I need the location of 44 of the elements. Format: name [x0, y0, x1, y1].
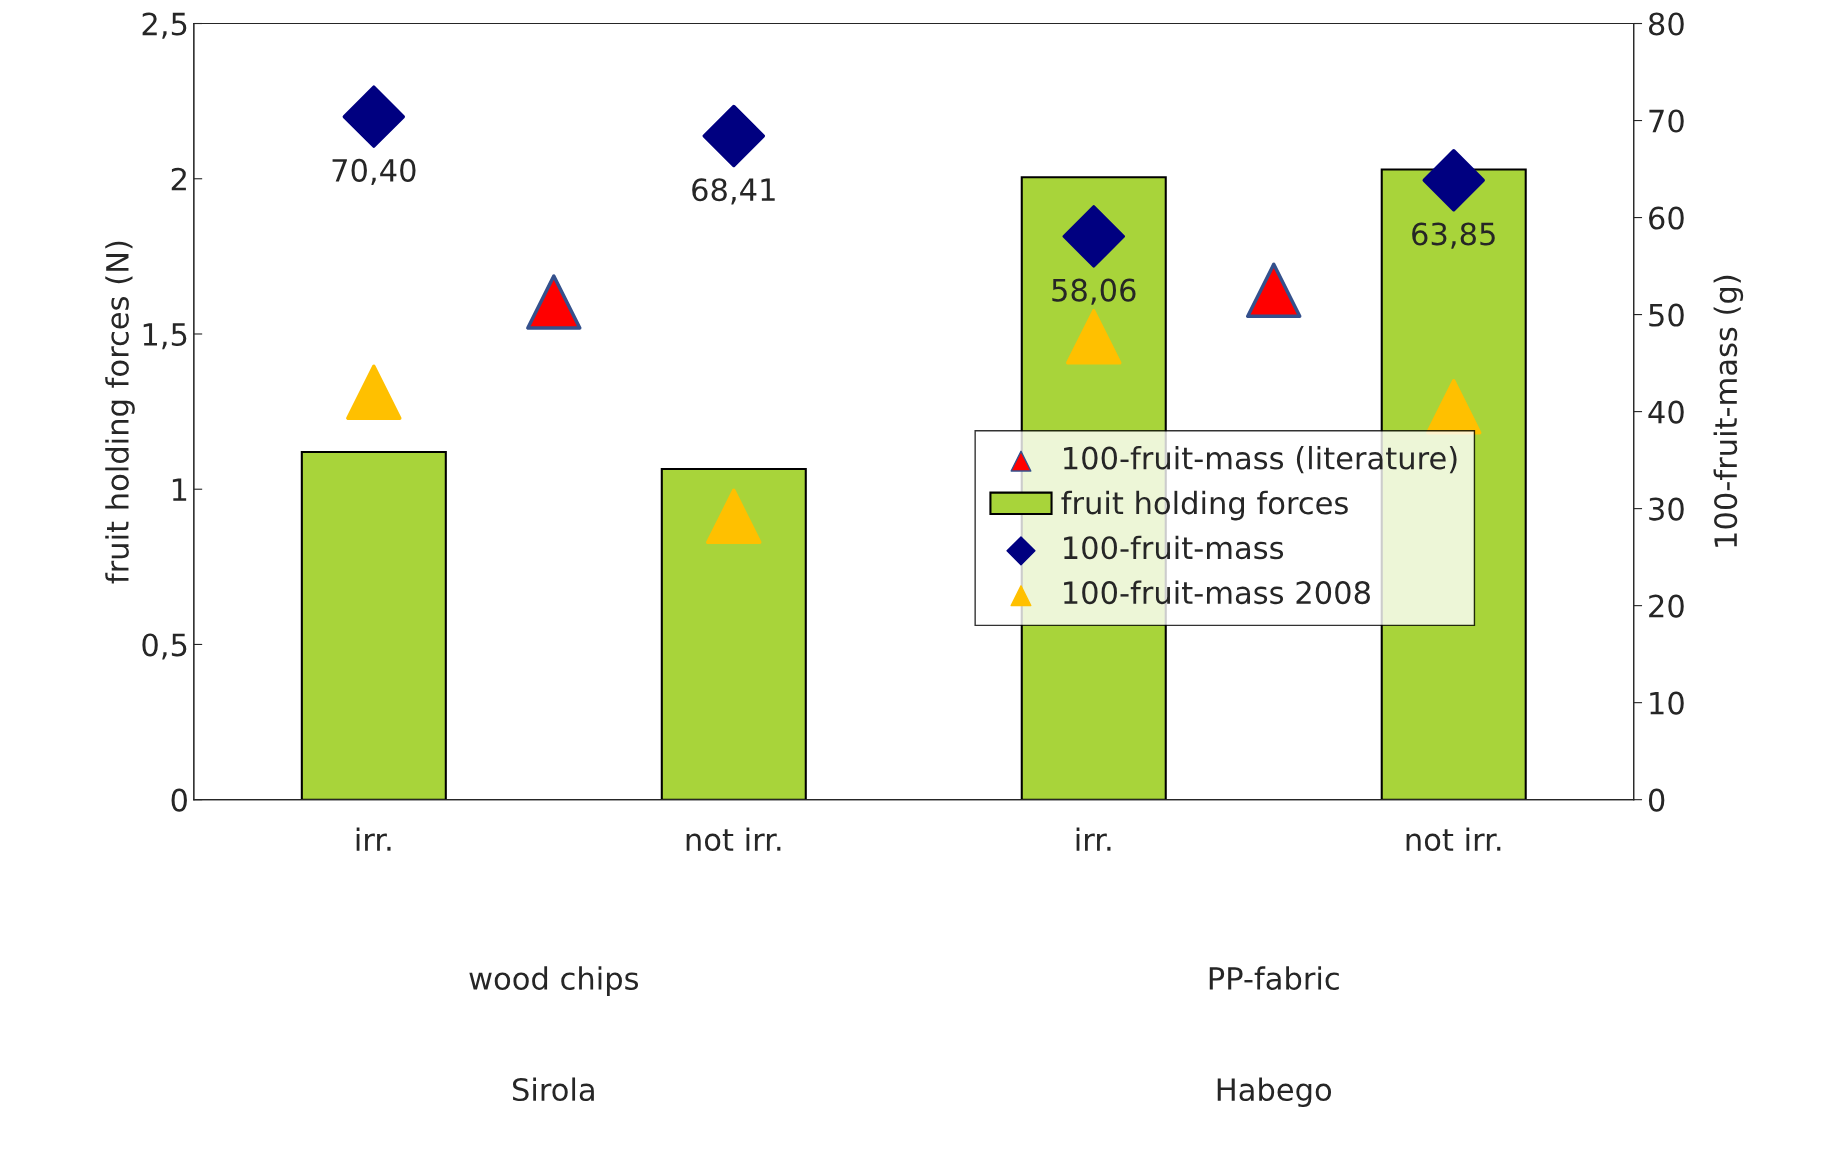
- y2-tick-label: 50: [1649, 303, 1684, 327]
- point: [342, 85, 406, 148]
- y2-tick-label: 80: [1648, 12, 1684, 36]
- y-tick-label: 0: [171, 788, 187, 812]
- x-tick-label: not irr.: [1406, 827, 1501, 852]
- bar: [300, 450, 447, 800]
- y2-tick-label: 20: [1649, 594, 1684, 618]
- y-tick-label: 2: [171, 167, 186, 191]
- point: [526, 274, 582, 330]
- x-tick-label: not irr.: [686, 827, 781, 852]
- y2-tick-label: 70: [1649, 109, 1684, 133]
- data-label: 70,40: [332, 158, 416, 186]
- x-tick-label: irr.: [1076, 827, 1111, 851]
- y-tick-label: 2,5: [142, 12, 187, 39]
- y2-tick-label: 60: [1649, 206, 1684, 230]
- point: [1062, 205, 1125, 268]
- text: PP-fabric: [1209, 966, 1339, 990]
- data-label: 68,41: [692, 178, 775, 205]
- y2-tick-label: 10: [1650, 691, 1684, 715]
- y-tick-label: 0,5: [142, 633, 187, 660]
- point: [1246, 262, 1302, 319]
- bar: [660, 468, 807, 800]
- y-tick-label: 1: [172, 478, 187, 501]
- point: [702, 104, 765, 168]
- y2-axis-title: 100-fruit-mass (g): [1713, 275, 1744, 547]
- data-label: 58,06: [1052, 278, 1136, 305]
- y-tick-label: 1,5: [143, 323, 187, 350]
- point: [1422, 149, 1485, 212]
- point: [346, 364, 402, 420]
- y2-tick-label: 30: [1649, 497, 1684, 521]
- point: [706, 488, 762, 545]
- legend-label: fruit holding forces: [1061, 490, 1348, 521]
- legend-label: 100-fruit-mass 2008: [1064, 580, 1370, 605]
- text: Sirola: [512, 1077, 594, 1102]
- text: Habego: [1217, 1077, 1332, 1108]
- y2-tick-label: 0: [1648, 788, 1665, 812]
- legend-label: 100-fruit-mass: [1064, 535, 1284, 560]
- point: [1066, 309, 1122, 365]
- y2-tick-label: 40: [1648, 400, 1684, 424]
- text: wood chips: [469, 966, 639, 996]
- x-tick-label: irr.: [356, 827, 391, 851]
- data-label: 63,85: [1412, 222, 1495, 249]
- legend-label: 100-fruit-mass (literature): [1064, 445, 1457, 474]
- y-axis-title: fruit holding forces (N): [105, 241, 135, 584]
